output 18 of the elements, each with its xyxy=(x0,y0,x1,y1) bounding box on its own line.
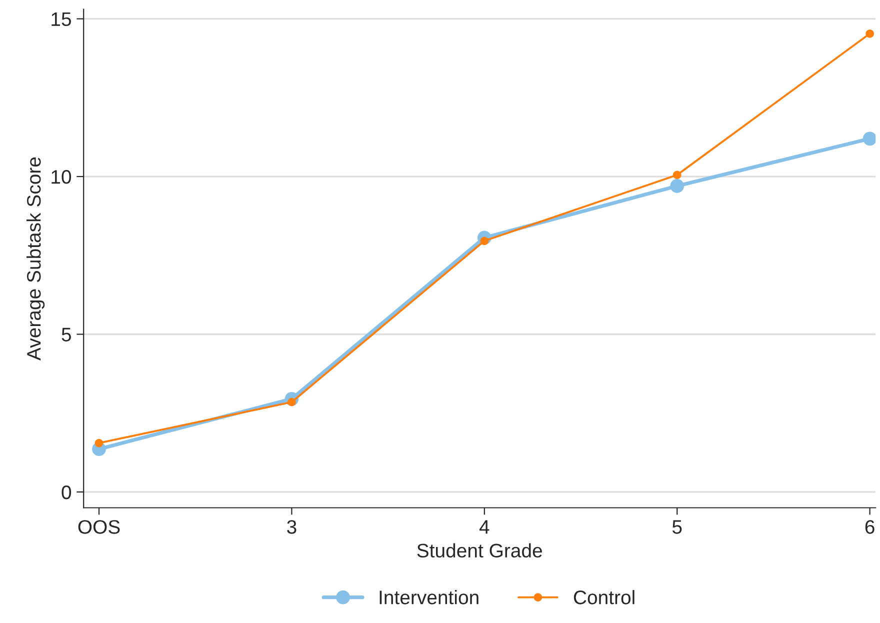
point xyxy=(866,29,874,38)
legend-label: Control xyxy=(574,590,634,604)
x-tick-label: 6 xyxy=(865,520,874,534)
point xyxy=(94,438,104,448)
y-tick-label: 15 xyxy=(52,12,71,26)
x-tick-label: OOS xyxy=(78,520,120,534)
legend-label: Intervention xyxy=(380,590,478,604)
point xyxy=(862,132,876,146)
y-tick-label: 5 xyxy=(62,328,71,342)
x-tick-label: 4 xyxy=(479,520,490,534)
x-tick-label: 5 xyxy=(672,520,682,534)
x-tick-label: 3 xyxy=(287,520,296,534)
y-tick-label: 0 xyxy=(62,485,72,500)
y-axis-title: Average Subtask Score xyxy=(26,157,45,360)
x-axis-title: Student Grade xyxy=(417,543,542,558)
y-tick-label: 10 xyxy=(52,170,72,184)
point xyxy=(672,170,682,180)
point xyxy=(670,179,684,193)
